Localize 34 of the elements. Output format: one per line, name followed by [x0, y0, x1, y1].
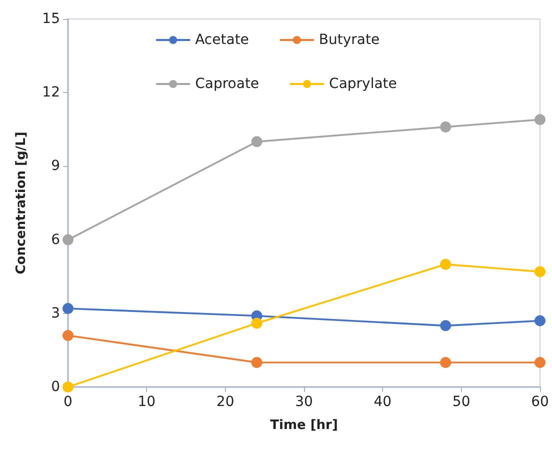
y-tick-label: 0 — [51, 379, 60, 395]
legend-label: Butyrate — [318, 32, 380, 48]
point — [62, 302, 74, 314]
x-tick-label: 20 — [216, 394, 234, 410]
x-tick-label: 50 — [452, 394, 470, 410]
y-tick-label: 12 — [42, 84, 60, 101]
x-axis-title: Time [hr] — [270, 418, 338, 433]
point — [440, 258, 452, 270]
point — [534, 315, 546, 326]
point — [62, 234, 74, 246]
x-tick-label: 10 — [138, 394, 156, 410]
y-tick-label: 3 — [51, 305, 60, 322]
x-tick-label: 0 — [64, 394, 72, 410]
point — [251, 318, 262, 329]
y-axis-title: Concentration [g/L] — [14, 132, 29, 274]
point — [62, 382, 74, 392]
point — [534, 114, 546, 126]
legend-label: Caproate — [195, 76, 260, 92]
point — [251, 356, 262, 368]
point — [440, 320, 452, 332]
x-tick-label: 30 — [295, 394, 313, 410]
y-tick-label: 6 — [51, 232, 60, 248]
point — [534, 266, 546, 278]
point — [440, 121, 452, 132]
y-tick-label: 9 — [51, 158, 60, 174]
x-tick-label: 40 — [374, 394, 392, 410]
legend-label: Caprylate — [329, 76, 397, 92]
y-tick-label: 15 — [42, 11, 60, 27]
legend-label: Acetate — [195, 32, 249, 48]
x-tick-label: 60 — [531, 394, 549, 410]
point — [440, 356, 452, 368]
point — [534, 356, 546, 368]
point — [62, 330, 74, 341]
point — [251, 136, 262, 148]
